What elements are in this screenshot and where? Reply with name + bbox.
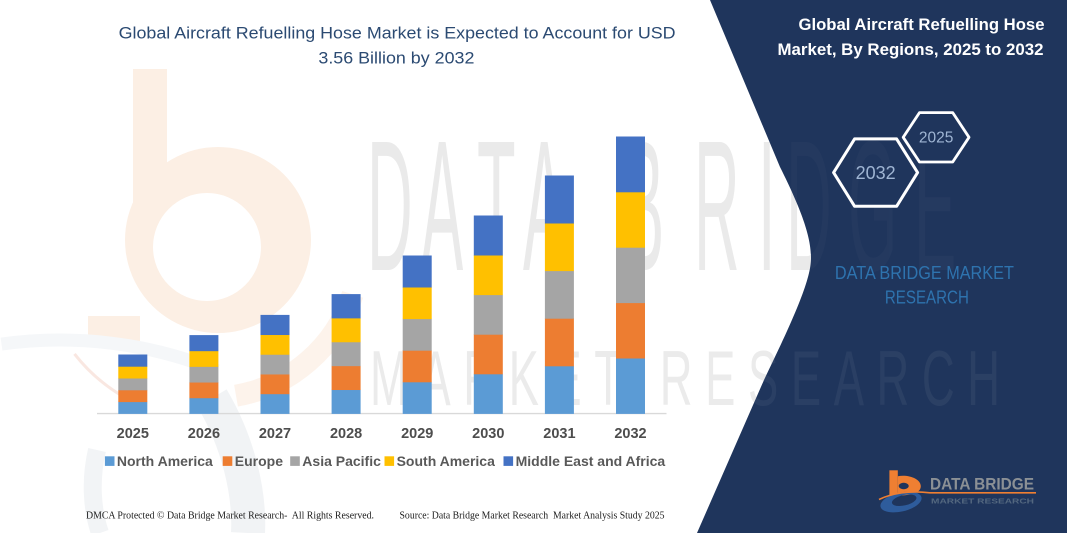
svg-text:I: I <box>758 103 776 311</box>
svg-text:DATA BRIDGE MARKET: DATA BRIDGE MARKET <box>835 263 1014 283</box>
svg-text:2027: 2027 <box>259 426 291 442</box>
svg-text:2029: 2029 <box>401 426 433 442</box>
svg-text:Global Aircraft Refuelling Hos: Global Aircraft Refuelling Hose <box>799 15 1045 34</box>
svg-text:Asia Pacific: Asia Pacific <box>302 453 381 469</box>
svg-text:2025: 2025 <box>117 426 149 442</box>
svg-text:2025: 2025 <box>919 130 953 147</box>
svg-text:Market, By Regions, 2025 to 20: Market, By Regions, 2025 to 2032 <box>778 40 1044 59</box>
svg-text:2028: 2028 <box>330 426 362 442</box>
svg-text:DATA BRIDGE: DATA BRIDGE <box>930 474 1034 493</box>
svg-text:2030: 2030 <box>472 426 504 442</box>
svg-text:RESEARCH: RESEARCH <box>885 288 969 308</box>
svg-text:R: R <box>694 103 740 311</box>
svg-text:Middle East and Africa: Middle East and Africa <box>516 453 666 469</box>
svg-text:Europe: Europe <box>235 453 283 469</box>
svg-text:DMCA Protected © Data Bridge M: DMCA Protected © Data Bridge Market Rese… <box>86 510 374 521</box>
svg-text:Source: Data Bridge Market Res: Source: Data Bridge Market Research Mark… <box>400 510 665 521</box>
svg-text:2031: 2031 <box>543 426 575 442</box>
svg-text:3.56 Billion by 2032: 3.56 Billion by 2032 <box>318 48 474 67</box>
svg-text:Global Aircraft Refuelling Hos: Global Aircraft Refuelling Hose Market i… <box>119 23 676 42</box>
svg-text:2032: 2032 <box>856 163 896 183</box>
svg-text:2026: 2026 <box>188 426 220 442</box>
svg-text:MARKET RESEARCH: MARKET RESEARCH <box>931 497 1034 506</box>
svg-text:2032: 2032 <box>614 426 646 442</box>
svg-text:North America: North America <box>117 453 213 469</box>
svg-text:South America: South America <box>397 453 495 469</box>
